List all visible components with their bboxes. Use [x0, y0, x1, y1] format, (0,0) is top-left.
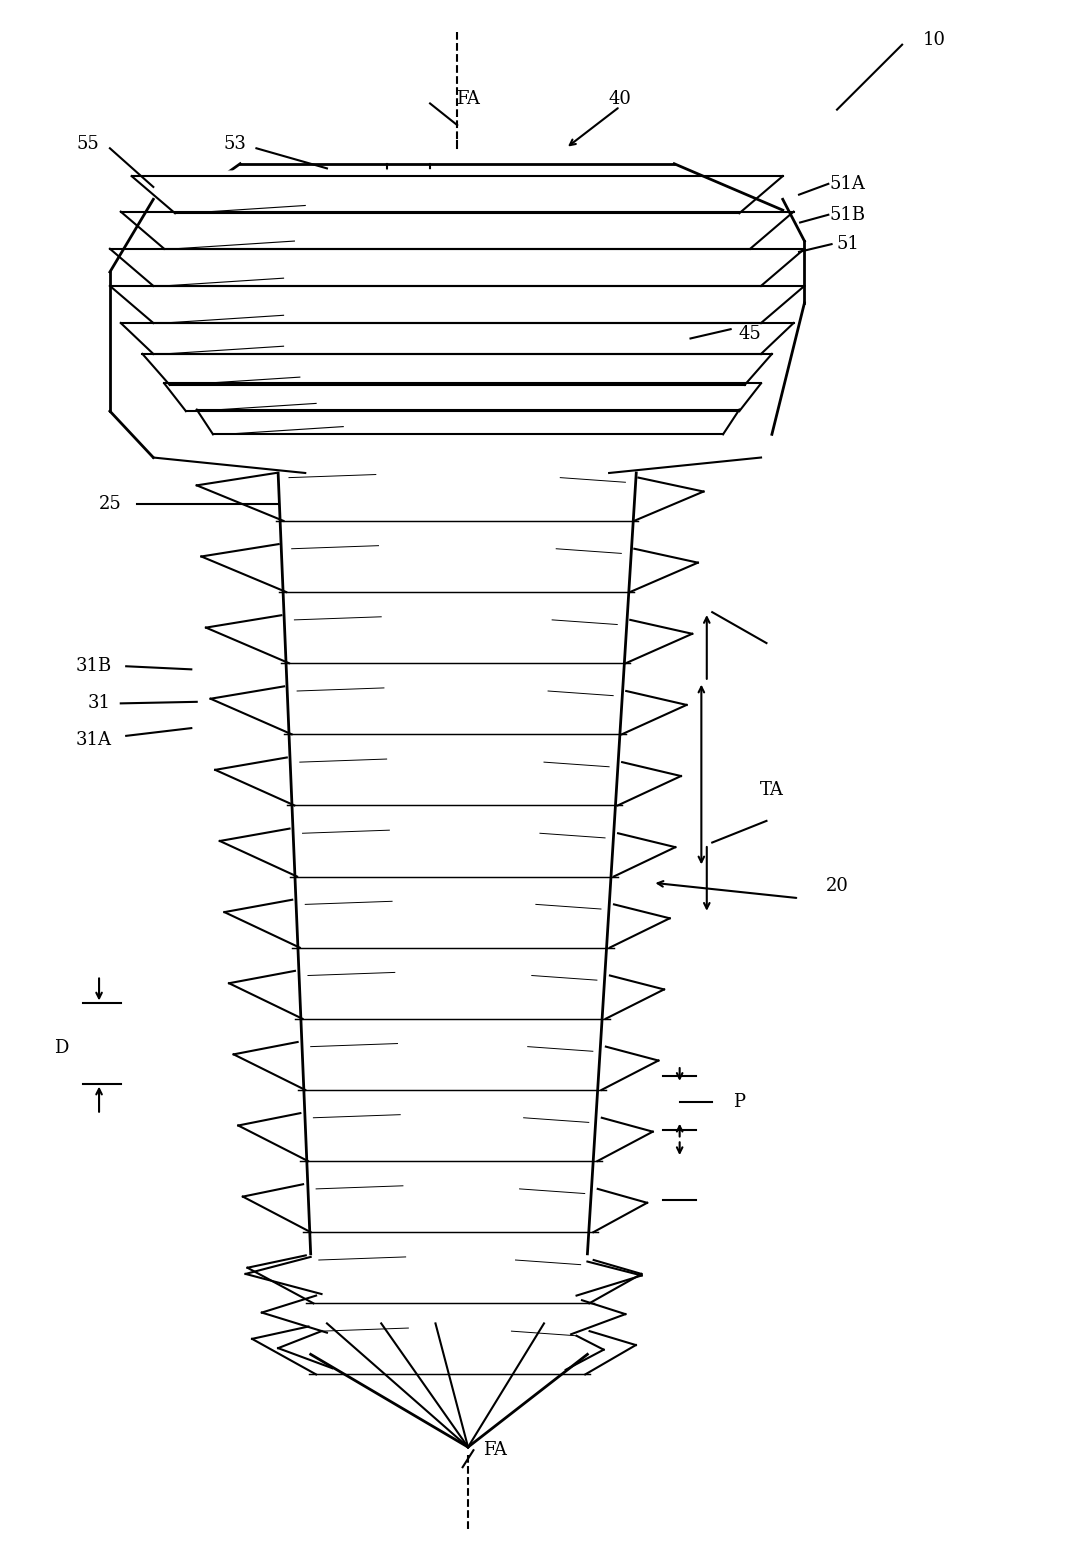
Text: P: P	[733, 1094, 745, 1111]
Text: FA: FA	[483, 1441, 507, 1459]
Text: D: D	[54, 1039, 69, 1056]
Text: FA: FA	[456, 90, 480, 108]
Text: 45: 45	[739, 325, 762, 342]
Text: 40: 40	[608, 90, 631, 108]
Text: 51A: 51A	[830, 175, 866, 192]
Text: 20: 20	[826, 877, 849, 895]
Text: TA: TA	[759, 781, 783, 799]
Text: 53: 53	[223, 135, 246, 153]
Text: 51: 51	[837, 235, 860, 252]
Text: 55: 55	[77, 135, 100, 153]
Text: 25: 25	[99, 496, 121, 513]
Text: 51B: 51B	[830, 206, 866, 223]
Polygon shape	[279, 472, 636, 1269]
Text: 31A: 31A	[76, 731, 112, 750]
Text: 31: 31	[87, 694, 111, 713]
Polygon shape	[110, 169, 804, 465]
Text: 10: 10	[924, 31, 947, 50]
Text: 31B: 31B	[75, 657, 112, 675]
